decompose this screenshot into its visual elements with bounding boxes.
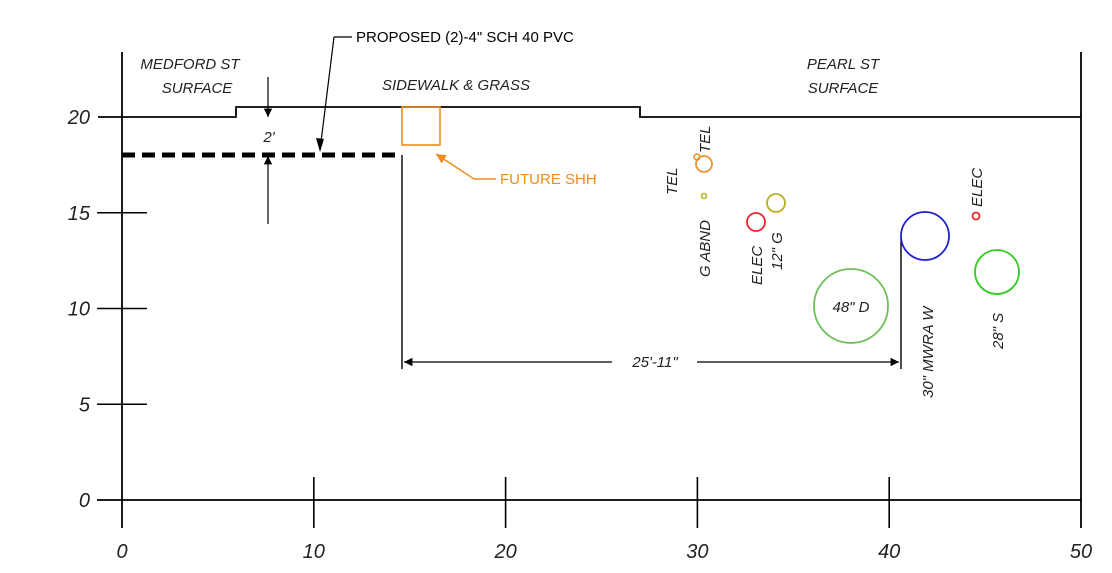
x-tick-label-50: 50 (1070, 541, 1092, 563)
future-shh-box (401, 106, 441, 146)
pearl-st-label-2: SURFACE (808, 80, 880, 97)
sidewalk-grass-label: SIDEWALK & GRASS (382, 77, 530, 94)
g-abnd-circle (700, 192, 708, 200)
y-tick-label-10: 10 (68, 299, 90, 321)
gas-12in-circle (766, 193, 786, 213)
medford-st-label-2: SURFACE (162, 80, 234, 97)
x-tick-label-30: 30 (686, 541, 708, 563)
mwra-water-label: 30" MWRA W (920, 305, 937, 398)
x-tick-label-20: 20 (493, 541, 516, 563)
x-tick-label-10: 10 (303, 541, 325, 563)
sewer-28in-circle (974, 249, 1020, 295)
future-shh-callout: FUTURE SHH (500, 171, 597, 188)
x-tick-label-0: 0 (116, 541, 127, 563)
proposed-conduit-callout: PROPOSED (2)-4" SCH 40 PVC (356, 29, 574, 46)
ground-surface-line (98, 106, 1081, 118)
horizontal-dim-label: 25'-11" (631, 354, 678, 371)
y-tick-label-0: 0 (79, 490, 90, 512)
g-abnd-label: G ABND (697, 220, 714, 277)
depth-dim-label: 2' (262, 129, 275, 146)
x-tick-label-40: 40 (878, 541, 900, 563)
proposed-leader-arrow (316, 138, 324, 152)
tel-circle (695, 155, 713, 173)
elec-right-label: ELEC (969, 168, 986, 207)
future-shh-arrow (435, 153, 475, 180)
elec-circle (746, 212, 766, 232)
medford-st-label-1: MEDFORD ST (140, 56, 241, 73)
elec-small-circle (971, 211, 981, 221)
proposed-leader (319, 36, 335, 151)
sewer-28in-label: 28" S (990, 313, 1007, 350)
y-tick-label-20: 20 (67, 107, 90, 129)
tel-small-label: TEL (664, 167, 681, 195)
gas-12in-label: 12" G (769, 232, 786, 270)
elec-label: ELEC (749, 246, 766, 285)
tel-label: TEL (697, 125, 714, 153)
y-tick-label-5: 5 (79, 394, 91, 416)
mwra-water-30in-circle (900, 211, 950, 261)
y-tick-label-15: 15 (68, 203, 91, 225)
pearl-st-label-1: PEARL ST (807, 56, 881, 73)
drain-48in-circle (813, 268, 889, 344)
drain-48in-label: 48" D (832, 299, 869, 316)
